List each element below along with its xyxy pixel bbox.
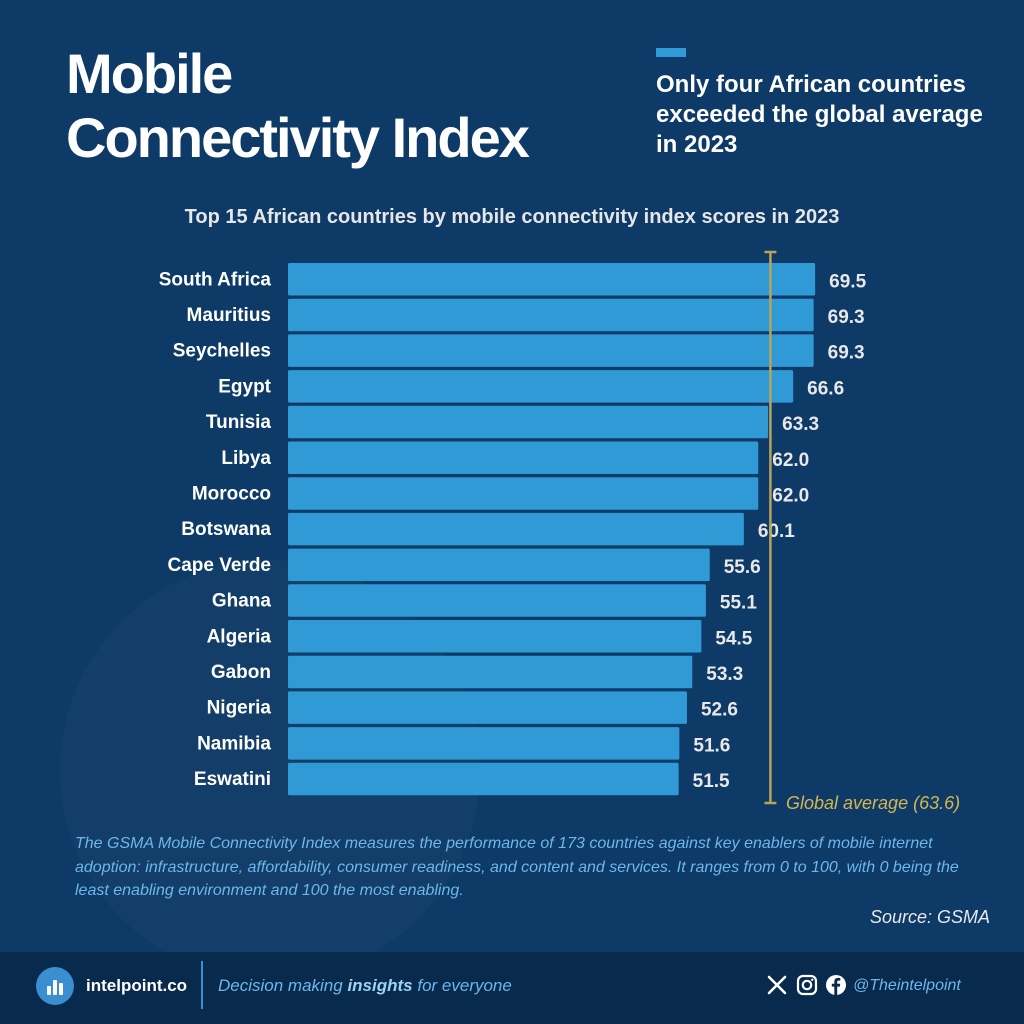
- source-note: Source: GSMA: [869, 907, 990, 927]
- chart-description: The GSMA Mobile Connectivity Index measu…: [75, 835, 959, 899]
- value-label: 69.3: [828, 343, 865, 364]
- bar: [288, 655, 693, 689]
- bar: [288, 584, 706, 617]
- bar: [288, 334, 814, 367]
- category-label: Algeria: [207, 626, 272, 647]
- bar: [288, 370, 794, 403]
- value-label: 51.5: [693, 771, 730, 792]
- category-label: Gabon: [211, 662, 271, 683]
- chart-title: Top 15 African countries by mobile conne…: [184, 206, 840, 228]
- bar: [288, 548, 710, 582]
- social-handle[interactable]: @Theintelpoint: [853, 977, 961, 994]
- bar: [288, 263, 816, 296]
- bar: [288, 691, 687, 724]
- category-label: Egypt: [218, 376, 271, 397]
- category-label: Botswana: [181, 519, 271, 540]
- value-label: 53.3: [706, 664, 743, 685]
- bar: [288, 620, 702, 653]
- bar: [288, 727, 680, 760]
- category-label: Cape Verde: [168, 555, 272, 576]
- category-label: Tunisia: [206, 412, 272, 433]
- value-label: 69.5: [829, 271, 866, 292]
- value-label: 69.3: [828, 307, 865, 328]
- category-label: Seychelles: [173, 341, 271, 362]
- bar: [288, 441, 759, 474]
- value-label: 62.0: [772, 450, 809, 471]
- subtitle: Only four African countries exceeded the…: [656, 71, 983, 158]
- brand-name[interactable]: intelpoint.co: [86, 976, 188, 995]
- value-label: 55.6: [724, 557, 761, 578]
- category-label: Nigeria: [207, 698, 272, 719]
- value-label: 52.6: [701, 700, 738, 721]
- category-label: South Africa: [159, 269, 272, 290]
- bar: [288, 298, 814, 332]
- category-label: Libya: [221, 448, 271, 469]
- value-label: 60.1: [758, 521, 795, 542]
- title-line-2: Connectivity Index: [66, 106, 530, 169]
- value-label: 66.6: [807, 378, 844, 399]
- bar-chart: South Africa 69.5 Mauritius 69.3 Seychelles 6…: [159, 250, 960, 813]
- value-label: 54.5: [715, 628, 752, 649]
- bar: [288, 762, 679, 796]
- value-label: 51.6: [693, 735, 730, 756]
- category-label: Mauritius: [187, 305, 271, 326]
- category-label: Ghana: [212, 591, 272, 612]
- global-average-label: Global average (63.6): [786, 793, 960, 813]
- footer: intelpoint.co Decision making insights f…: [0, 952, 1024, 1024]
- subtitle-accent-bar: [656, 48, 686, 57]
- bar: [288, 405, 769, 439]
- value-label: 62.0: [772, 485, 809, 506]
- category-label: Eswatini: [194, 769, 271, 790]
- tagline: Decision making insights for everyone: [218, 976, 512, 995]
- category-label: Namibia: [197, 733, 271, 754]
- value-label: 55.1: [720, 593, 757, 614]
- bar: [288, 477, 759, 510]
- footer-divider: [201, 961, 203, 1009]
- title-line-1: Mobile: [66, 42, 233, 105]
- x-icon[interactable]: [766, 974, 788, 996]
- value-label: 63.3: [782, 414, 819, 435]
- instagram-icon[interactable]: [796, 974, 818, 996]
- facebook-icon[interactable]: [825, 974, 847, 996]
- brand-logo-icon[interactable]: [36, 967, 74, 1005]
- page-title: Mobile Connectivity Index: [66, 42, 530, 170]
- category-label: Morocco: [192, 483, 271, 504]
- bar: [288, 512, 744, 546]
